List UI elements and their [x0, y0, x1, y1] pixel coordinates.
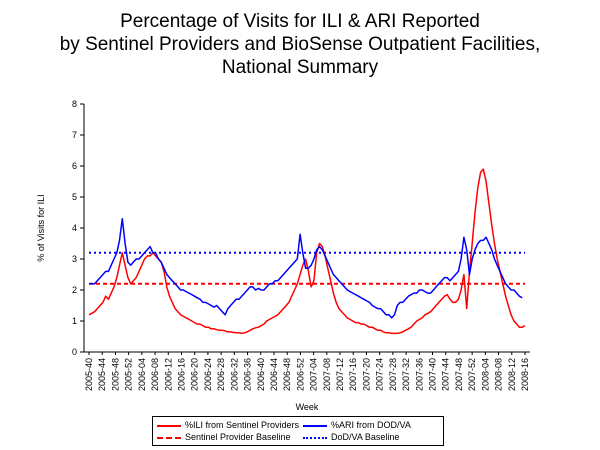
y-axis-title: % of Visits for ILI [36, 194, 46, 261]
legend-swatch-sentinel-baseline [157, 436, 181, 439]
x-tick-label: 2007-24 [375, 358, 385, 391]
legend-swatch-dodva-baseline [303, 436, 327, 439]
x-tick-label: 2005-44 [97, 358, 107, 391]
y-tick-label: 3 [72, 254, 77, 264]
legend-label-ili: %ILI from Sentinel Providers [185, 420, 300, 430]
legend-swatch-ili [157, 424, 181, 427]
chart-series-lines [88, 168, 526, 335]
chart-title-line-1: Percentage of Visits for ILI & ARI Repor… [120, 11, 480, 32]
x-tick-label: 2006-20 [190, 358, 200, 391]
chart-legend: %ILI from Sentinel Providers %ARI from D… [152, 416, 444, 446]
x-tick-label: 2007-52 [467, 358, 477, 391]
x-tick-label: 2008-16 [520, 358, 530, 391]
x-tick-label: 2007-48 [454, 358, 464, 391]
x-tick-label: 2007-20 [361, 358, 371, 391]
x-tick-label: 2006-32 [229, 358, 239, 391]
legend-swatch-ari [303, 424, 327, 427]
x-tick-label: 2006-04 [137, 358, 147, 391]
x-tick-label: 2006-28 [216, 358, 226, 391]
legend-label-sentinel-baseline: Sentinel Provider Baseline [185, 432, 291, 442]
x-tick-label: 2008-04 [480, 358, 490, 391]
y-tick-label: 4 [72, 223, 77, 233]
x-tick-label: 2006-40 [256, 358, 266, 391]
legend-item-dodva-baseline: DoD/VA Baseline [303, 431, 399, 443]
y-tick-label: 8 [72, 99, 77, 109]
x-tick-label: 2005-52 [124, 358, 134, 391]
x-tick-label: 2006-44 [269, 358, 279, 391]
legend-item-sentinel-baseline: Sentinel Provider Baseline [157, 431, 291, 443]
x-tick-label: 2006-48 [282, 358, 292, 391]
x-tick-label: 2006-12 [163, 358, 173, 391]
y-tick-label: 1 [72, 316, 77, 326]
x-tick-label: 2007-44 [441, 358, 451, 391]
chart-title-line-2: by Sentinel Providers and BioSense Outpa… [59, 34, 541, 55]
x-tick-label: 2007-04 [309, 358, 319, 391]
y-tick-label: 0 [72, 347, 77, 357]
x-tick-label: 2005-48 [110, 358, 120, 391]
series-line-0 [88, 168, 526, 335]
x-tick-label: 2006-36 [243, 358, 253, 391]
x-axis-title: Week [296, 402, 319, 412]
x-tick-label: 2006-52 [295, 358, 305, 391]
x-tick-label: 2007-28 [388, 358, 398, 391]
series-line-1 [89, 217, 523, 319]
x-tick-label: 2008-08 [494, 358, 504, 391]
x-tick-label: 2006-16 [176, 358, 186, 391]
x-tick-label: 2006-24 [203, 358, 213, 391]
legend-label-dodva-baseline: DoD/VA Baseline [331, 432, 400, 442]
x-tick-label: 2005-40 [84, 358, 94, 391]
chart-title-line-3: National Summary [221, 57, 379, 78]
y-tick-label: 5 [72, 192, 77, 202]
legend-item-ari: %ARI from DOD/VA [303, 419, 411, 431]
chart-title: Percentage of Visits for ILI & ARI Repor… [0, 10, 600, 79]
legend-item-ili: %ILI from Sentinel Providers [157, 419, 299, 431]
x-tick-label: 2007-12 [335, 358, 345, 391]
x-tick-label: 2007-36 [414, 358, 424, 391]
x-tick-label: 2007-08 [322, 358, 332, 391]
x-tick-label: 2007-40 [428, 358, 438, 391]
y-tick-label: 6 [72, 161, 77, 171]
y-tick-label: 7 [72, 130, 77, 140]
legend-label-ari: %ARI from DOD/VA [331, 420, 411, 430]
x-tick-label: 2007-32 [401, 358, 411, 391]
x-tick-label: 2007-16 [348, 358, 358, 391]
x-tick-label: 2008-12 [507, 358, 517, 391]
x-tick-label: 2006-08 [150, 358, 160, 391]
y-tick-label: 2 [72, 285, 77, 295]
